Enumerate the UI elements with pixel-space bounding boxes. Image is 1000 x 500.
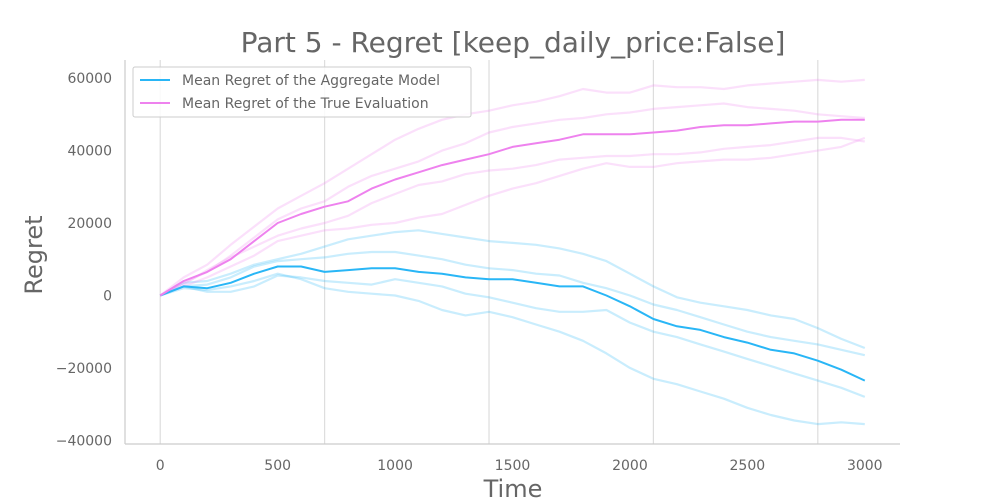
legend: Mean Regret of the Aggregate Model Mean …	[132, 66, 472, 118]
run-line	[159, 250, 866, 357]
mean-series	[159, 118, 866, 382]
vertical-reference-lines	[159, 60, 819, 444]
axes	[124, 60, 900, 445]
y-tick-label: 20000	[67, 216, 112, 232]
y-tick-label: 40000	[67, 144, 112, 160]
chart-title: Part 5 - Regret [keep_daily_price:False]	[241, 26, 786, 59]
run-line	[159, 102, 865, 297]
x-axis-label: Time	[483, 475, 543, 500]
x-tick-label: 2000	[612, 458, 648, 474]
run-line	[159, 78, 865, 297]
x-tick-label: 2500	[730, 458, 766, 474]
run-line	[159, 229, 866, 350]
x-tick-label: 500	[264, 458, 291, 474]
y-tick-label: 60000	[67, 71, 112, 87]
x-tick-label: 0	[156, 458, 165, 474]
y-axis-label: Regret	[20, 215, 48, 294]
legend-label-true-evaluation: Mean Regret of the True Evaluation	[182, 96, 429, 112]
y-tick-label: −40000	[56, 433, 112, 449]
y-tick-label: −20000	[56, 361, 112, 377]
y-axis-ticks: −40000 −20000 0 20000 40000 60000	[56, 71, 112, 449]
x-tick-label: 3000	[847, 458, 883, 474]
mean-series-line	[159, 118, 865, 297]
run-line	[159, 274, 866, 398]
x-axis-ticks: 0 500 1000 1500 2000 2500 3000	[156, 458, 883, 474]
individual-runs	[159, 78, 866, 426]
run-line	[159, 136, 865, 297]
legend-label-aggregate-model: Mean Regret of the Aggregate Model	[182, 73, 440, 89]
x-tick-label: 1500	[495, 458, 531, 474]
run-line	[159, 272, 865, 426]
run-line	[159, 136, 866, 297]
mean-series-line	[159, 265, 866, 382]
y-tick-label: 0	[103, 288, 112, 304]
legend-box	[132, 66, 472, 118]
x-tick-label: 1000	[377, 458, 413, 474]
